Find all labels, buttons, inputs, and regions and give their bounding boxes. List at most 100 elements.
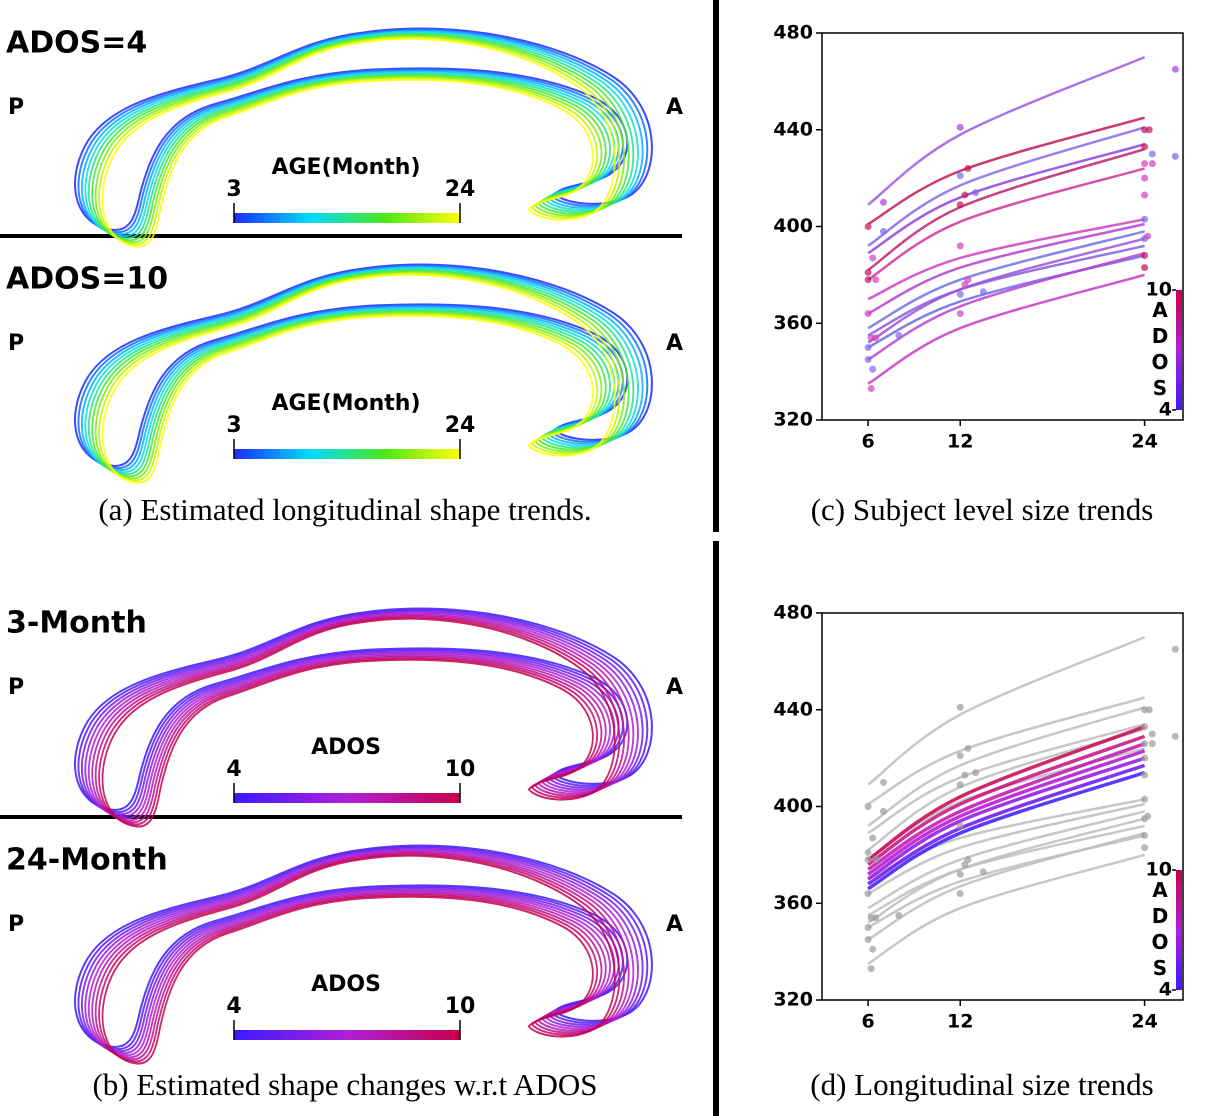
data-point: [879, 198, 887, 206]
data-point: [956, 172, 964, 180]
data-point: [864, 223, 872, 230]
data-point: [964, 276, 972, 284]
data-point: [864, 848, 872, 856]
posterior-label: P: [8, 912, 24, 937]
anterior-label: A: [666, 331, 683, 356]
data-point: [1141, 174, 1149, 182]
colorbar-title: ADOS: [311, 972, 381, 997]
data-point: [1171, 65, 1179, 73]
data-point: [1171, 645, 1179, 653]
trend-line: [867, 56, 1146, 206]
data-point: [1141, 723, 1149, 731]
data-point: [864, 936, 872, 944]
data-point: [1141, 191, 1149, 199]
colorbar-title: ADOS: [311, 735, 381, 760]
colorbar-tick-label: 4: [1159, 979, 1172, 1001]
data-point: [956, 822, 964, 830]
y-tick-label: 360: [773, 892, 813, 914]
data-point: [1171, 152, 1179, 160]
colorbar-tick-label: 4: [226, 994, 241, 1019]
data-point: [1141, 832, 1149, 840]
trend-line: [867, 222, 1145, 315]
row-divider: [0, 815, 682, 819]
posterior-label: P: [8, 675, 24, 700]
y-tick-label: 480: [773, 602, 813, 624]
trend-line: [867, 706, 1145, 827]
data-point: [979, 288, 987, 296]
data-point: [956, 123, 964, 131]
trend-line: [867, 167, 1145, 281]
colorbar-tick-label: 24: [445, 177, 476, 202]
colorbar: [234, 449, 460, 459]
caption: (c) Subject level size trends: [811, 492, 1154, 527]
data-point: [956, 890, 964, 898]
data-point: [895, 331, 903, 339]
data-point: [869, 254, 877, 262]
row-divider: [0, 234, 682, 238]
data-point: [956, 870, 964, 878]
data-point: [1141, 160, 1149, 168]
data-point: [956, 781, 964, 789]
data-point: [956, 201, 964, 209]
data-point: [872, 856, 880, 864]
data-point: [961, 191, 969, 199]
colorbar-tick-label: 10: [1146, 859, 1172, 881]
data-point: [1141, 795, 1149, 803]
colorbar-tick-label: 3: [226, 177, 241, 202]
data-point: [879, 778, 887, 786]
colorbar-tick-label: 3: [226, 413, 241, 438]
data-point: [872, 914, 880, 922]
caption: (a) Estimated longitudinal shape trends.: [98, 492, 591, 527]
trend-line: [867, 147, 1145, 272]
colorbar-tick-label: 10: [445, 757, 476, 782]
trend-line: [867, 126, 1145, 247]
x-tick-label: 24: [1131, 1011, 1157, 1033]
caption: (b) Estimated shape changes w.r.t ADOS: [92, 1067, 597, 1102]
trend-line: [867, 218, 1145, 301]
data-point: [979, 868, 987, 876]
row-label: ADOS=10: [6, 262, 168, 297]
data-point: [872, 276, 880, 284]
data-point: [1141, 844, 1149, 852]
trend-line: [867, 116, 1145, 226]
colorbar-tick-label: 24: [445, 413, 476, 438]
data-point: [864, 890, 872, 898]
data-point: [1145, 126, 1153, 134]
data-point: [956, 310, 964, 318]
colorbar-title: ADOS: [1148, 298, 1172, 402]
data-point: [879, 227, 887, 235]
data-point: [895, 911, 903, 919]
data-point: [864, 856, 872, 864]
colorbar-tick-label: 10: [1146, 279, 1172, 301]
x-tick-label: 6: [861, 431, 874, 453]
divider: [713, 0, 719, 532]
data-point: [972, 769, 980, 777]
data-point: [961, 771, 969, 779]
trend-line: [867, 734, 1146, 867]
data-point: [1148, 150, 1156, 158]
data-point: [956, 752, 964, 760]
colorbar: [234, 793, 460, 803]
data-point: [864, 276, 872, 284]
colorbar: [234, 213, 460, 223]
data-point: [1144, 232, 1152, 240]
y-tick-label: 480: [773, 22, 813, 44]
trend-line: [867, 273, 1145, 385]
data-point: [1141, 754, 1149, 762]
data-point: [1148, 740, 1156, 748]
y-tick-label: 440: [773, 698, 813, 720]
colorbar: [234, 1030, 460, 1040]
data-point: [964, 856, 972, 864]
data-point: [864, 343, 872, 351]
trend-line: [867, 254, 1145, 349]
trend-line: [867, 802, 1145, 895]
trend-line: [867, 636, 1146, 786]
colorbar-tick-label: 10: [445, 994, 476, 1019]
y-tick-label: 320: [773, 989, 813, 1011]
data-point: [956, 703, 964, 711]
data-point: [956, 290, 964, 298]
colorbar-title: ADOS: [1148, 878, 1172, 982]
x-tick-label: 6: [861, 1011, 874, 1033]
divider: [713, 541, 719, 1116]
